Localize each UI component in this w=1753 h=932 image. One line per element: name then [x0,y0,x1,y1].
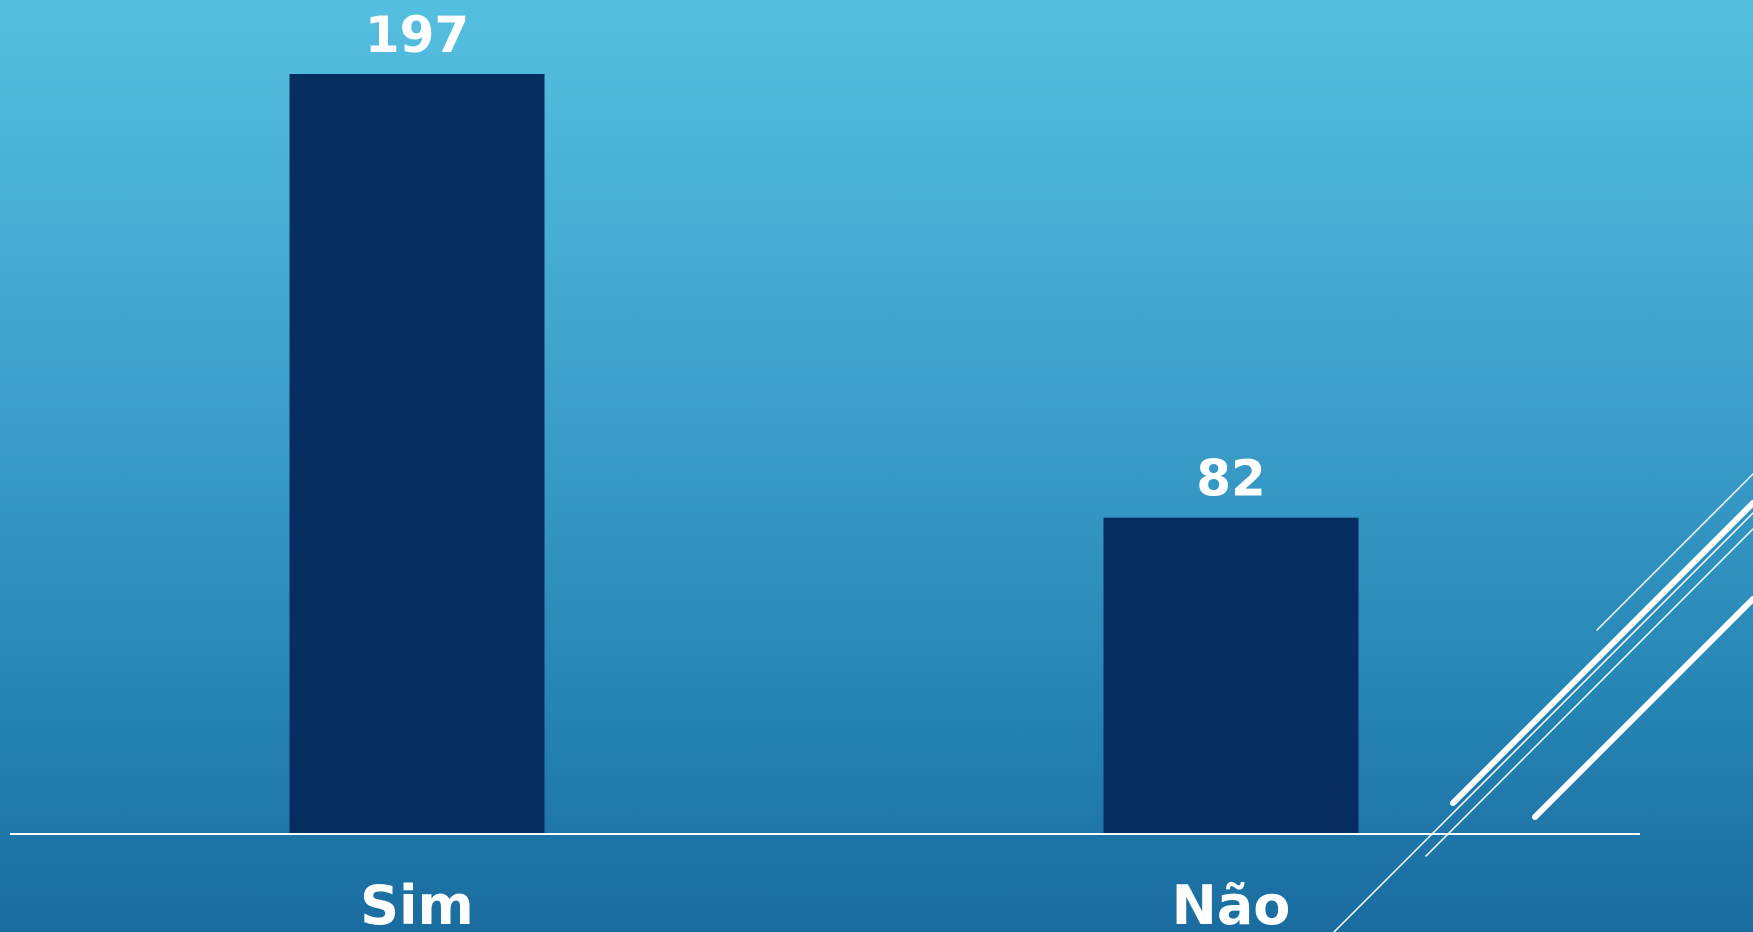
decorative-line [1425,528,1753,857]
bar-sim [289,74,545,834]
decorative-line [1450,500,1753,806]
bar-nao [1103,517,1359,834]
data-label-group: 197 82 [365,6,1266,508]
decorative-line [1532,596,1753,820]
data-label: 82 [1196,450,1266,508]
decorative-line [1596,473,1753,631]
bar-group [289,74,1359,834]
category-tick-label: Sim [360,874,474,932]
decorative-diagonal-lines [1333,473,1753,932]
category-tick-label: Não [1172,874,1291,932]
category-label-group: Sim Não [360,874,1290,932]
decorative-line [1333,512,1753,932]
data-label: 197 [365,6,469,64]
